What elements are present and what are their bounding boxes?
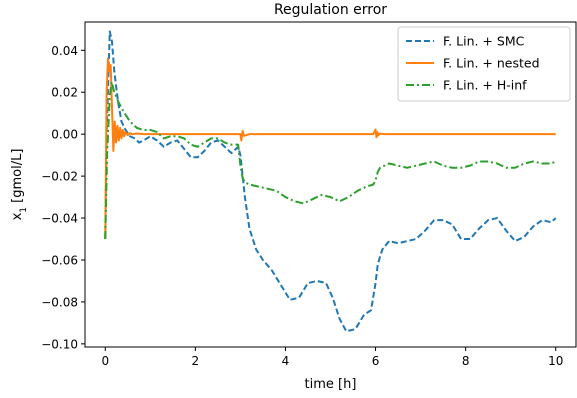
- series-line-2: [104, 57, 556, 240]
- y-tick-label: −0.10: [41, 337, 78, 351]
- y-axis-label: x1 [gmol/L]: [10, 149, 29, 221]
- y-tick-label: −0.02: [41, 170, 78, 184]
- legend-box: [397, 26, 571, 102]
- x-tick-label: 4: [282, 354, 290, 368]
- series-line-3: [104, 80, 557, 240]
- series-line-1: [104, 30, 557, 333]
- y-tick-label: 0.04: [51, 44, 78, 58]
- legend-label-3: F. Lin. + H-inf: [443, 78, 527, 93]
- legend-label-1: F. Lin. + SMC: [443, 34, 525, 49]
- plot-frame: [84, 21, 577, 348]
- x-tick-label: 0: [101, 354, 109, 368]
- legend-label-2: F. Lin. + nested: [443, 56, 540, 71]
- y-axis-label-unit: [gmol/L]: [10, 149, 25, 207]
- y-tick-label: 0.00: [51, 128, 78, 142]
- legend: F. Lin. + SMC F. Lin. + nested F. Lin. + H…: [397, 26, 571, 102]
- y-tick-label: 0.02: [51, 86, 78, 100]
- y-tick-label: −0.08: [41, 295, 78, 309]
- y-tick-label: −0.04: [41, 212, 78, 226]
- y-axis-label-sub: 1: [19, 207, 29, 213]
- x-tick-label: 2: [192, 354, 200, 368]
- chart-title: Regulation error: [274, 2, 387, 18]
- series-layer: [104, 30, 557, 333]
- x-tick-label: 10: [548, 354, 563, 368]
- ticks-layer: 0 2 4 6 8 10 0.04 0.02 0.00 −0.02 −0.04 −0.06 −0.08 −…: [41, 44, 563, 368]
- x-tick-label: 8: [462, 354, 470, 368]
- x-tick-label: 6: [372, 354, 380, 368]
- y-axis-label-var: x: [10, 212, 25, 220]
- y-tick-label: −0.06: [41, 253, 78, 267]
- x-axis-label: time [h]: [305, 377, 357, 392]
